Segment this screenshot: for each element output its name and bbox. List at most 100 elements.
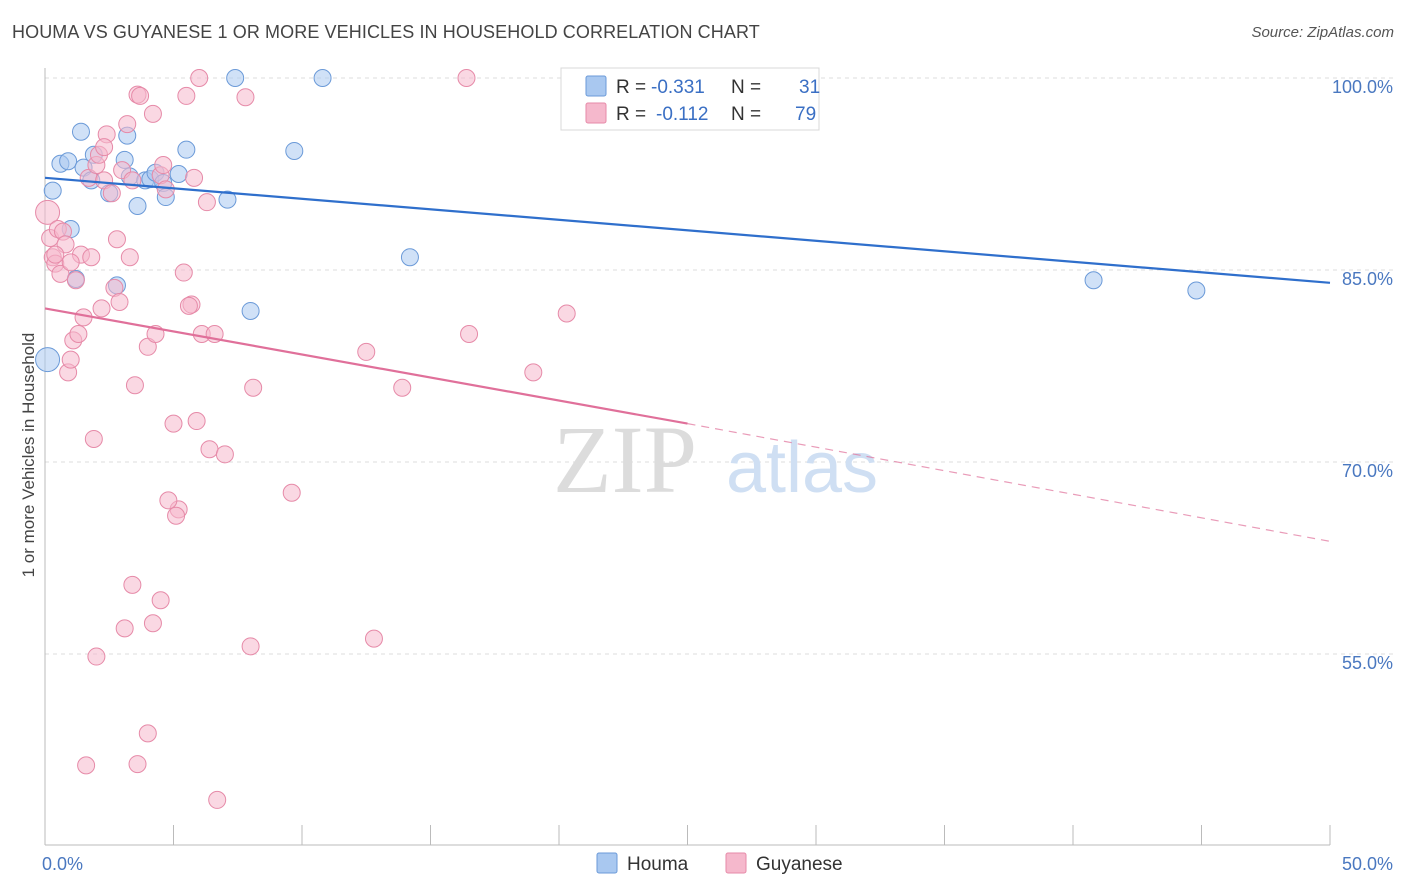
guyanese-point (82, 248, 101, 267)
guyanese-point (120, 248, 139, 267)
bottom-legend-label-houma: Houma (627, 854, 689, 875)
y-tick-label: 70.0% (1342, 461, 1393, 481)
legend-r-label-guyanese: R = (616, 104, 646, 125)
houma-point (43, 181, 62, 200)
guyanese-point (557, 304, 576, 323)
guyanese-point (35, 199, 61, 225)
guyanese-point (143, 614, 162, 633)
guyanese-point (200, 440, 219, 459)
guyanese-point (364, 629, 383, 648)
guyanese-point (208, 790, 227, 809)
guyanese-point (107, 230, 126, 249)
guyanese-point (185, 168, 204, 187)
legend-n-value-houma: 31 (799, 77, 820, 98)
guyanese-point (92, 299, 111, 318)
houma-point (128, 197, 147, 215)
guyanese-point (357, 342, 376, 361)
legend-swatch-guyanese (585, 102, 607, 124)
legend-n-value-guyanese: 79 (795, 104, 816, 125)
trend-lines (44, 176, 1331, 542)
guyanese-point (118, 115, 137, 134)
guyanese-point (159, 491, 178, 510)
guyanese-point (102, 184, 121, 203)
bottom-legend-swatch-guyanese (725, 852, 747, 874)
guyanese-point (457, 69, 476, 87)
y-tick-label: 85.0% (1342, 269, 1393, 289)
guyanese-trend-line (44, 307, 688, 425)
guyanese-point (115, 619, 134, 638)
guyanese-point (69, 325, 88, 343)
guyanese-point (151, 591, 170, 610)
y-tick-label: 100.0% (1332, 77, 1393, 97)
legend-r-label-houma: R = (616, 77, 646, 98)
guyanese-point (241, 637, 260, 656)
bottom-legend-swatch-houma (596, 852, 618, 874)
guyanese-point (190, 69, 209, 87)
houma-point (71, 122, 90, 141)
guyanese-point (244, 378, 263, 397)
guyanese-point (174, 263, 193, 282)
legend-r-value-guyanese: -0.112 (656, 104, 708, 125)
guyanese-point (128, 755, 147, 774)
guyanese-point (131, 86, 150, 105)
guyanese-point (164, 414, 183, 433)
guyanese-point (460, 325, 479, 343)
guyanese-point (179, 296, 198, 315)
guyanese-point (77, 756, 96, 775)
legend-swatch-houma (585, 75, 607, 97)
source-label: Source: ZipAtlas.com (1251, 24, 1394, 41)
houma-point (1084, 271, 1103, 290)
guyanese-point (393, 378, 412, 397)
x-tick-label-min: 0.0% (42, 854, 83, 874)
watermark: ZIP atlas (553, 406, 878, 513)
guyanese-point (61, 350, 80, 369)
guyanese-point (95, 138, 114, 157)
legend-n-label-guyanese: N = (731, 104, 761, 125)
chart-title: HOUMA VS GUYANESE 1 OR MORE VEHICLES IN … (12, 22, 760, 42)
x-tick-label-max: 50.0% (1342, 854, 1393, 874)
houma-point (313, 69, 332, 87)
guyanese-point (87, 647, 106, 666)
houma-point (169, 165, 188, 183)
watermark-atlas: atlas (726, 428, 878, 508)
legend-r-value-houma: -0.331 (651, 77, 705, 98)
guyanese-point (125, 376, 144, 395)
houma-point (59, 152, 78, 171)
guyanese-point (143, 104, 162, 123)
guyanese-point (215, 445, 234, 464)
y-tick-label: 55.0% (1342, 653, 1393, 673)
guyanese-point (167, 506, 186, 525)
legend-n-label-houma: N = (731, 77, 761, 98)
houma-point (218, 190, 237, 209)
tick-labels: 55.0% 70.0% 85.0% 100.0% 0.0% 50.0% (42, 77, 1393, 874)
guyanese-trend-extension (687, 423, 1331, 542)
bottom-legend-label-guyanese: Guyanese (756, 854, 843, 875)
guyanese-point (66, 271, 85, 290)
houma-point (400, 248, 419, 267)
guyanese-point (110, 293, 129, 311)
guyanese-point (282, 483, 301, 502)
houma-point (226, 69, 245, 87)
guyanese-point (177, 86, 196, 105)
top-legend: R = -0.331 N = 31 R = -0.112 N = 79 (560, 67, 820, 131)
guyanese-point (61, 253, 80, 272)
guyanese-point (138, 724, 157, 743)
houma-point (285, 141, 304, 160)
guyanese-point (154, 156, 173, 175)
guyanese-point (197, 193, 216, 212)
data-points (35, 69, 1206, 809)
guyanese-point (84, 429, 103, 448)
guyanese-point (46, 245, 65, 264)
guyanese-point (524, 363, 543, 382)
guyanese-point (156, 180, 175, 199)
houma-point (1187, 281, 1206, 300)
guyanese-point (51, 264, 70, 283)
bottom-legend: Houma Guyanese (596, 852, 843, 875)
guyanese-point (187, 412, 206, 431)
houma-trend-line (44, 176, 1331, 284)
guyanese-point (123, 575, 142, 594)
guyanese-point (236, 88, 255, 107)
axes (44, 68, 1331, 846)
houma-point (177, 140, 196, 159)
